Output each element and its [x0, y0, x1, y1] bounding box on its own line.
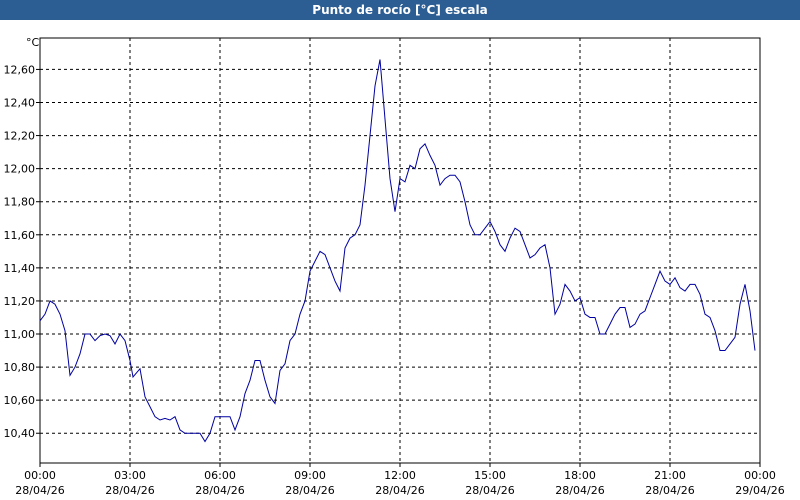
y-tick-label: 11,00	[4, 328, 36, 341]
x-tick-date: 28/04/26	[645, 484, 694, 497]
x-tick-label: 09:00	[294, 469, 326, 482]
y-tick-label: 11,40	[4, 262, 36, 275]
x-tick-label: 21:00	[654, 469, 686, 482]
y-tick-label: 12,60	[4, 63, 36, 76]
y-tick-label: 11,20	[4, 295, 36, 308]
x-tick-label: 00:00	[744, 469, 776, 482]
chart: °C 10,40 10,60 10,80 11,00 11,20 11,40 11,60 11…	[4, 36, 785, 497]
y-tick-label: 11,80	[4, 196, 36, 209]
y-unit: °C	[26, 36, 40, 49]
x-tick-label: 06:00	[204, 469, 236, 482]
x-tick-label: 15:00	[474, 469, 506, 482]
y-tick-label: 12,40	[4, 96, 36, 109]
x-tick-date: 28/04/26	[15, 484, 64, 497]
x-tick-date: 28/04/26	[555, 484, 604, 497]
title-bar: Punto de rocío [°C] escala	[0, 0, 800, 20]
x-tick-label: 18:00	[564, 469, 596, 482]
y-tick-label: 10,80	[4, 361, 36, 374]
y-tick-label: 12,00	[4, 163, 36, 176]
y-tick-label: 11,60	[4, 229, 36, 242]
y-tick-label: 10,60	[4, 394, 36, 407]
x-tick-date: 28/04/26	[285, 484, 334, 497]
x-tick-label: 00:00	[24, 469, 56, 482]
y-tick-label: 10,40	[4, 427, 36, 440]
x-tick-date: 29/04/26	[735, 484, 784, 497]
x-tick-date: 28/04/26	[105, 484, 154, 497]
x-tick-date: 28/04/26	[465, 484, 514, 497]
y-tick-label: 12,20	[4, 130, 36, 143]
x-tick-label: 12:00	[384, 469, 416, 482]
x-tick-date: 28/04/26	[195, 484, 244, 497]
data-line	[39, 59, 756, 443]
x-tick-label: 03:00	[114, 469, 146, 482]
x-tick-date: 28/04/26	[375, 484, 424, 497]
